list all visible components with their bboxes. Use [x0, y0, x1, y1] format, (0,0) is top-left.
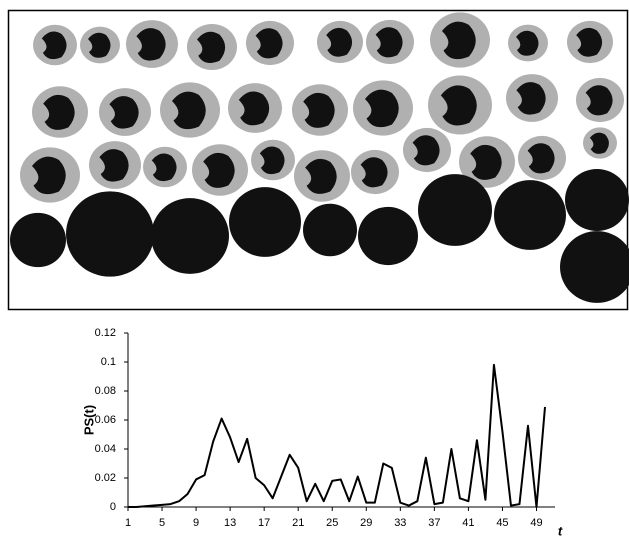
- x-tick-label: 45: [496, 517, 508, 529]
- nucleus: [576, 27, 603, 57]
- y-tick-label: 0.08: [95, 385, 116, 397]
- y-tick-label: 0.12: [95, 327, 116, 339]
- nucleus: [305, 158, 337, 194]
- y-tick-label: 0.06: [95, 414, 116, 426]
- x-tick-label: 29: [360, 517, 372, 529]
- cell: [494, 180, 566, 250]
- x-tick-label: 21: [292, 517, 304, 529]
- y-tick-label: 0.04: [95, 443, 116, 455]
- cell: [229, 187, 301, 257]
- x-tick-label: 17: [258, 517, 270, 529]
- cell: [418, 174, 492, 246]
- nucleus: [360, 157, 388, 188]
- nucleus: [516, 30, 539, 56]
- nucleus: [203, 152, 235, 188]
- nucleus: [326, 27, 353, 57]
- cell: [358, 206, 418, 266]
- x-tick-label: 5: [159, 517, 165, 529]
- x-tick-label: 49: [530, 517, 542, 529]
- nucleus: [172, 91, 206, 130]
- nucleus: [32, 156, 66, 195]
- nucleus: [109, 96, 139, 129]
- nucleus: [151, 153, 177, 182]
- nucleus: [412, 135, 440, 166]
- nucleus: [516, 82, 546, 115]
- x-tick-label: 1: [125, 517, 131, 529]
- y-tick-label: 0.02: [95, 472, 116, 484]
- nucleus: [43, 94, 75, 130]
- nucleus: [259, 146, 285, 175]
- nucleus: [585, 85, 613, 116]
- x-tick-label: 41: [462, 517, 474, 529]
- x-tick-label: 25: [326, 517, 338, 529]
- nucleus: [197, 31, 226, 63]
- nucleus: [365, 89, 399, 128]
- nucleus: [88, 32, 111, 58]
- nucleus: [136, 28, 166, 61]
- nucleus: [470, 144, 502, 180]
- cell-image: [10, 12, 629, 303]
- nucleus: [303, 92, 335, 128]
- x-axis-title: t: [558, 523, 563, 538]
- y-axis-title: PS(t): [81, 405, 96, 435]
- line: [128, 363, 546, 508]
- cell: [560, 231, 629, 303]
- nucleus: [375, 27, 403, 58]
- nucleus: [440, 85, 477, 126]
- x-tick-label: 13: [224, 517, 236, 529]
- cell: [66, 191, 154, 277]
- nucleus: [255, 28, 283, 59]
- x-tick-label: 9: [193, 517, 199, 529]
- y-tick-label: 0.1: [101, 356, 116, 368]
- x-tick-label: 37: [428, 517, 440, 529]
- cell: [151, 198, 229, 274]
- nucleus: [589, 132, 609, 154]
- cell: [565, 168, 629, 232]
- nucleus: [527, 143, 555, 174]
- nucleus: [238, 91, 270, 126]
- y-tick-label: 0: [110, 501, 116, 513]
- x-tick-label: 33: [394, 517, 406, 529]
- nucleus: [41, 31, 67, 60]
- cell: [10, 212, 66, 268]
- nucleus: [99, 149, 129, 182]
- cell: [303, 203, 357, 257]
- nucleus: [442, 21, 476, 60]
